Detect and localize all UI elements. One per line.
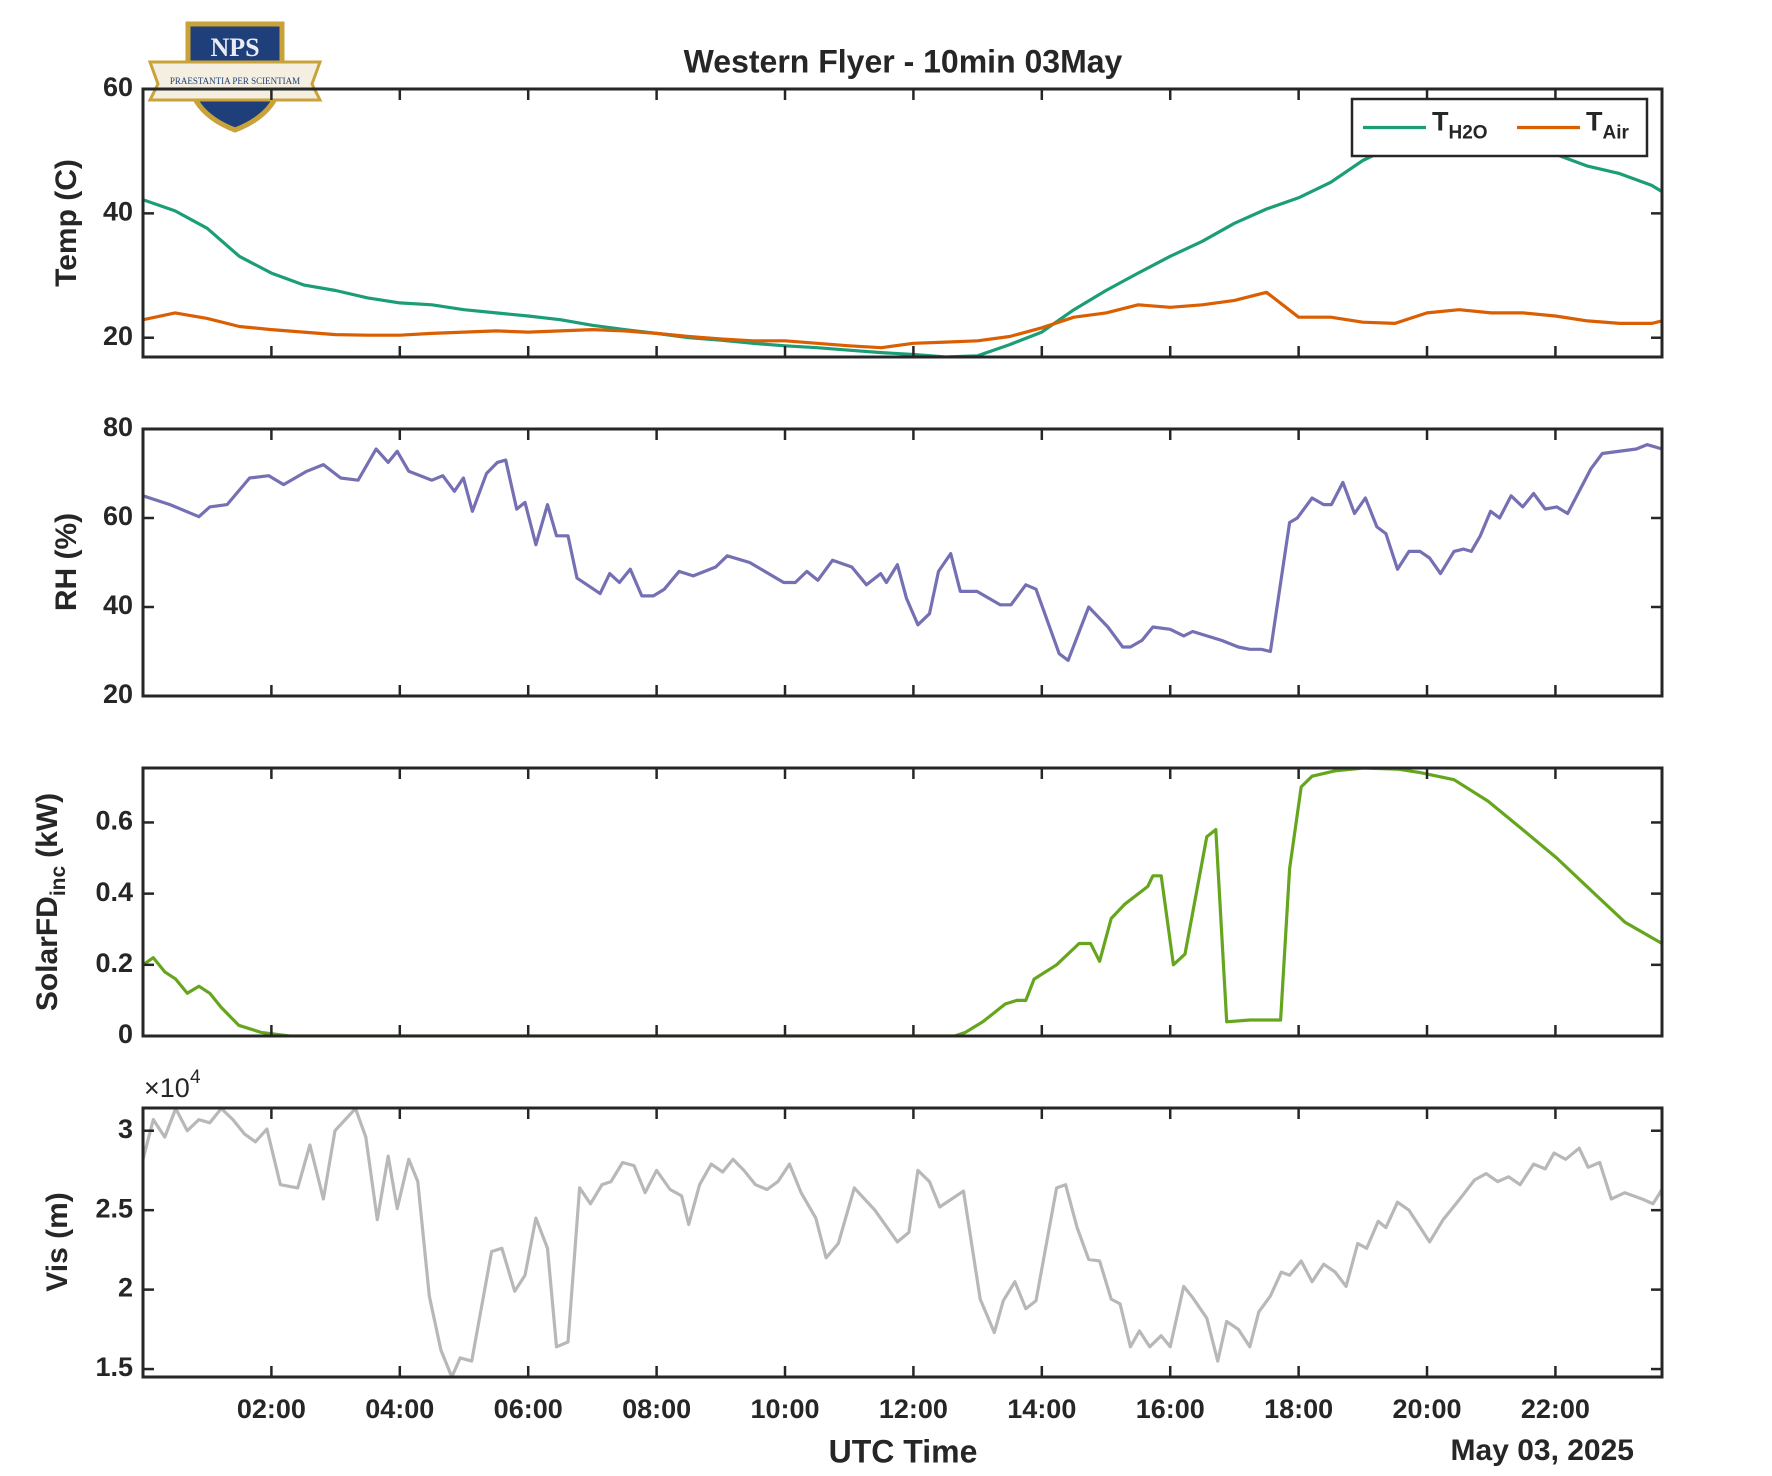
y-tick-label: 2 [118, 1273, 133, 1303]
y-tick-label: 40 [103, 196, 133, 226]
legend-label: TAir [1586, 107, 1630, 144]
x-axis-label: UTC Time [829, 1433, 978, 1469]
x-tick-label: 12:00 [879, 1394, 948, 1424]
logo-motto: PRAESTANTIA PER SCIENTIAM [170, 76, 300, 86]
logo: NPS PRAESTANTIA PER SCIENTIAM [147, 21, 323, 133]
y-axis-label-main: SolarFD [31, 896, 64, 1011]
logo-text: NPS [210, 33, 259, 62]
x-tick-label: 02:00 [237, 1394, 306, 1424]
y-tick-label: 40 [103, 590, 133, 620]
x-tick-label: 16:00 [1136, 1394, 1205, 1424]
y-tick-label: 20 [103, 321, 133, 351]
x-tick-label: 08:00 [622, 1394, 691, 1424]
legend-label-main: T [1432, 107, 1449, 137]
y-axis-label: Vis (m) [41, 1192, 74, 1291]
y-tick-label: 20 [103, 679, 133, 709]
x-tick-label: 14:00 [1007, 1394, 1076, 1424]
y-tick-label: 80 [103, 412, 133, 442]
legend-label-subscript: H2O [1449, 123, 1488, 144]
x-tick-label: 06:00 [494, 1394, 563, 1424]
y-tick-label: 60 [103, 501, 133, 531]
axes-box [141, 427, 1664, 698]
y-tick-label: 0.2 [95, 948, 133, 978]
y-axis-label-unit: (kW) [31, 793, 64, 858]
x-tick-label: 10:00 [750, 1394, 819, 1424]
axis-exponent-power: 4 [190, 1067, 201, 1088]
y-tick-label: 0.4 [95, 877, 133, 907]
y-tick-label: 2.5 [95, 1193, 133, 1223]
data-line [143, 443, 1662, 662]
data-line [143, 768, 1662, 1036]
legend-label-subscript: Air [1603, 123, 1630, 144]
y-tick-label: 60 [103, 72, 133, 102]
legend-label: TH2O [1432, 107, 1488, 144]
axes-box [141, 87, 1664, 359]
x-tick-label: 18:00 [1264, 1394, 1333, 1424]
date-label: May 03, 2025 [1451, 1434, 1634, 1467]
chart-title: Western Flyer - 10min 03May [684, 43, 1123, 79]
x-tick-label: 20:00 [1392, 1394, 1461, 1424]
y-tick-label: 0.6 [95, 806, 133, 836]
y-tick-label: 0 [118, 1019, 133, 1049]
data-line [143, 1108, 1662, 1377]
y-axis-label: SolarFDinc (kW) [31, 793, 70, 1011]
y-tick-label: 3 [118, 1114, 133, 1144]
y-axis-label: RH (%) [50, 513, 83, 611]
x-tick-label: 04:00 [365, 1394, 434, 1424]
y-tick-label: 1.5 [95, 1352, 133, 1382]
legend-label-main: T [1586, 107, 1603, 137]
y-axis-label-subscript: inc [47, 865, 70, 896]
axis-exponent: ×10 [144, 1073, 190, 1103]
y-axis-label: Temp (C) [50, 159, 83, 287]
axes-box [141, 766, 1664, 1038]
axes-box [141, 1106, 1664, 1379]
data-line [143, 290, 1662, 350]
x-tick-label: 22:00 [1521, 1394, 1590, 1424]
